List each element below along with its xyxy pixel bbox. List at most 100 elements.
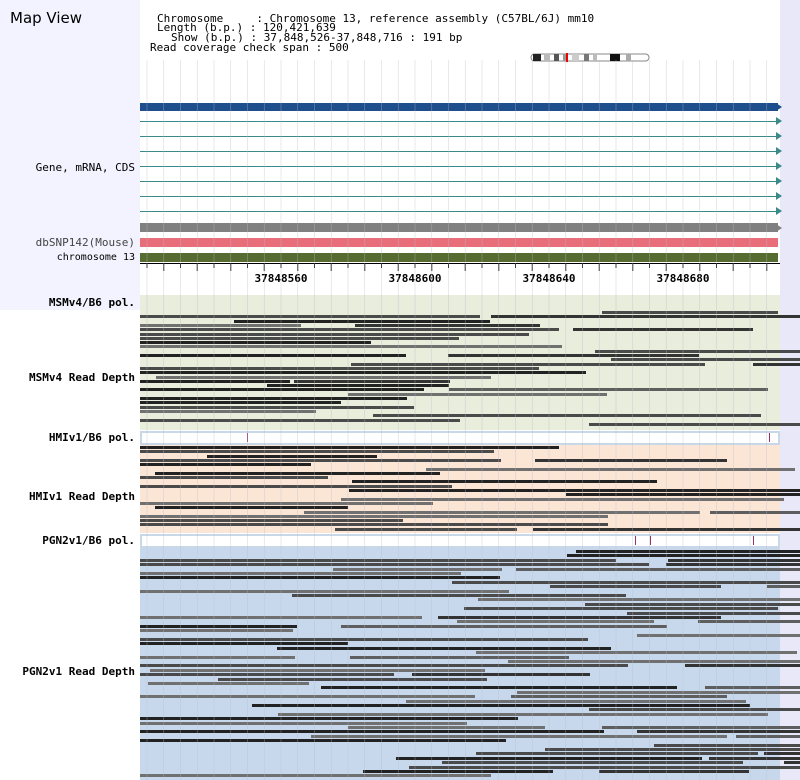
sequence-read[interactable] (508, 660, 800, 663)
sequence-read[interactable] (140, 336, 459, 340)
sequence-read[interactable] (140, 354, 406, 357)
sequence-read[interactable] (294, 379, 450, 383)
sequence-read[interactable] (218, 677, 487, 681)
sequence-read[interactable] (140, 655, 295, 659)
sequence-read[interactable] (764, 752, 800, 756)
sequence-read[interactable] (573, 328, 753, 332)
sequence-read[interactable] (140, 371, 586, 375)
sequence-read[interactable] (304, 510, 700, 514)
sequence-read[interactable] (278, 712, 768, 716)
gene-gray-bar[interactable] (140, 223, 778, 232)
sequence-read[interactable] (140, 629, 293, 633)
sequence-read[interactable] (140, 332, 529, 336)
sequence-read[interactable] (140, 642, 348, 646)
gene-transcript-line[interactable] (140, 121, 778, 122)
sequence-read[interactable] (341, 497, 784, 501)
sequence-read[interactable] (140, 501, 433, 505)
sequence-read[interactable] (140, 405, 414, 409)
sequence-read[interactable] (736, 734, 800, 738)
sequence-read[interactable] (348, 392, 607, 396)
sequence-read[interactable] (478, 598, 800, 602)
sequence-read[interactable] (412, 673, 590, 677)
sequence-read[interactable] (602, 726, 800, 729)
gene-transcript-line[interactable] (140, 211, 778, 212)
gene-main-bar[interactable] (140, 103, 778, 111)
sequence-read[interactable] (140, 401, 341, 405)
sequence-read[interactable] (753, 362, 800, 366)
sequence-read[interactable] (491, 315, 800, 319)
sequence-read[interactable] (234, 319, 490, 323)
sequence-read[interactable] (409, 765, 800, 769)
sequence-read[interactable] (140, 519, 403, 523)
sequence-read[interactable] (140, 345, 562, 349)
sequence-read[interactable] (333, 567, 502, 571)
sequence-read[interactable] (252, 704, 750, 707)
sequence-read[interactable] (637, 730, 800, 734)
chromosome-bar[interactable] (140, 253, 778, 262)
snp-mark[interactable] (650, 536, 651, 545)
sequence-read[interactable] (363, 770, 553, 773)
sequence-read[interactable] (476, 651, 797, 655)
sequence-read[interactable] (277, 646, 611, 650)
sequence-read[interactable] (589, 708, 800, 712)
sequence-read[interactable] (140, 458, 501, 462)
sequence-read[interactable] (140, 484, 452, 488)
sequence-read[interactable] (140, 563, 649, 567)
sequence-read[interactable] (457, 620, 654, 624)
sequence-read[interactable] (140, 638, 588, 641)
sequence-read[interactable] (452, 580, 800, 584)
sequence-read[interactable] (207, 454, 377, 458)
chromosome-ideogram[interactable] (530, 53, 650, 62)
sequence-read[interactable] (140, 664, 628, 668)
sequence-read[interactable] (349, 489, 800, 492)
sequence-read[interactable] (311, 734, 727, 738)
sequence-read[interactable] (140, 446, 559, 449)
sequence-read[interactable] (611, 358, 800, 362)
sequence-read[interactable] (148, 682, 309, 685)
sequence-read[interactable] (784, 761, 800, 765)
sequence-read[interactable] (140, 379, 290, 383)
sequence-read[interactable] (545, 748, 800, 751)
sequence-read[interactable] (567, 554, 800, 558)
gene-transcript-line[interactable] (140, 151, 778, 152)
sequence-read[interactable] (585, 602, 800, 606)
right-scroll-strip[interactable] (780, 0, 800, 780)
gene-transcript-line[interactable] (140, 166, 778, 167)
sequence-read[interactable] (140, 523, 608, 527)
sequence-read[interactable] (517, 690, 800, 694)
dbsnp-bar[interactable] (140, 238, 778, 247)
sequence-read[interactable] (442, 761, 743, 765)
sequence-read[interactable] (155, 506, 348, 510)
sequence-read[interactable] (140, 774, 491, 778)
sequence-read[interactable] (668, 558, 800, 562)
hmi-pol-track[interactable] (140, 431, 780, 445)
sequence-read[interactable] (637, 633, 800, 637)
sequence-read[interactable] (292, 594, 626, 597)
gene-transcript-line[interactable] (140, 181, 778, 182)
sequence-read[interactable] (595, 349, 800, 353)
sequence-read[interactable] (140, 388, 424, 392)
sequence-read[interactable] (449, 388, 768, 392)
sequence-read[interactable] (511, 695, 727, 699)
sequence-read[interactable] (140, 739, 506, 743)
sequence-read[interactable] (627, 611, 800, 615)
sequence-read[interactable] (350, 655, 569, 659)
sequence-read[interactable] (599, 770, 749, 773)
sequence-read[interactable] (705, 686, 800, 690)
sequence-read[interactable] (698, 620, 800, 624)
sequence-read[interactable] (767, 585, 800, 589)
sequence-read[interactable] (426, 467, 795, 471)
gene-transcript-line[interactable] (140, 136, 778, 137)
sequence-read[interactable] (516, 567, 800, 571)
sequence-read[interactable] (654, 743, 800, 747)
sequence-read[interactable] (550, 585, 721, 589)
pgn-pol-track[interactable] (140, 534, 780, 548)
sequence-read[interactable] (140, 328, 559, 332)
snp-mark[interactable] (635, 536, 636, 545)
sequence-read[interactable] (156, 375, 491, 379)
msm-pol-track[interactable] (140, 295, 780, 310)
sequence-read[interactable] (140, 589, 509, 593)
sequence-read[interactable] (710, 510, 800, 514)
sequence-read[interactable] (140, 730, 604, 734)
sequence-read[interactable] (140, 558, 616, 562)
